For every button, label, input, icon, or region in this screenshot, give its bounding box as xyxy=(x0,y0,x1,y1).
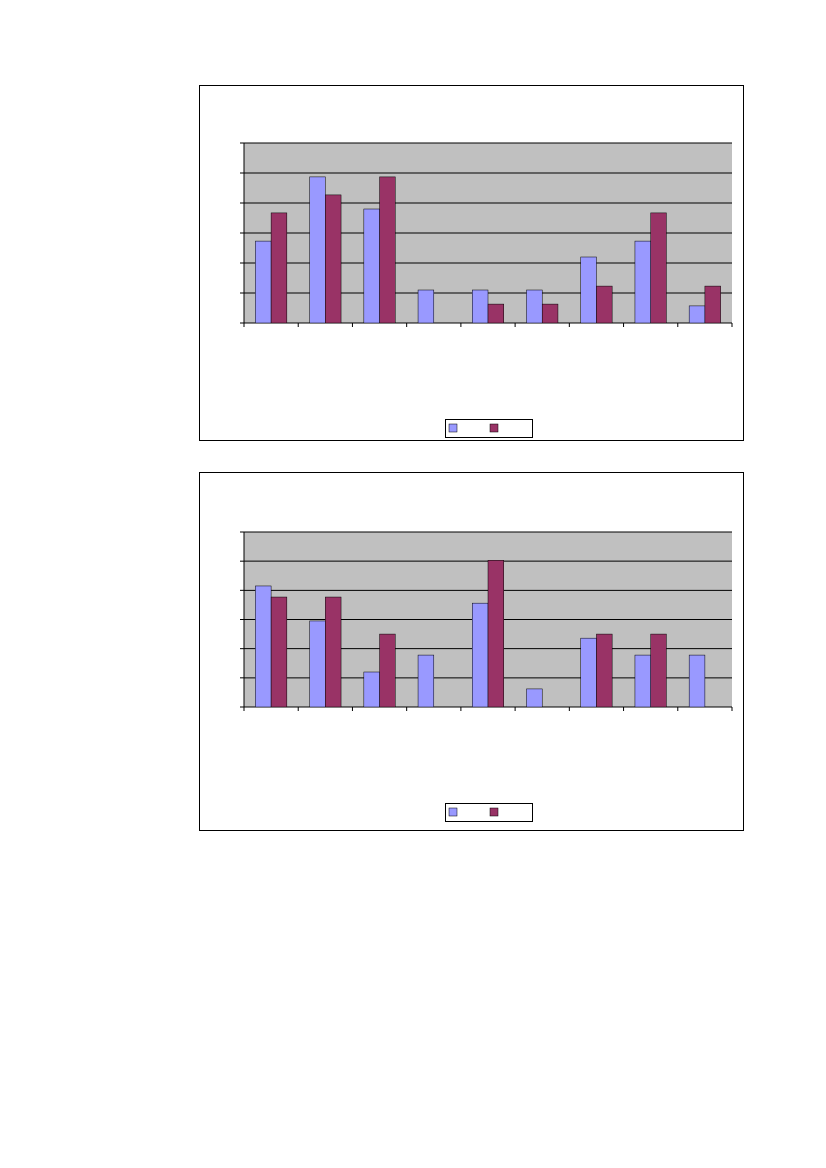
bar xyxy=(363,208,380,324)
bar xyxy=(379,176,396,324)
bar xyxy=(325,194,342,324)
bar xyxy=(487,560,504,708)
bar xyxy=(487,303,504,324)
legend-box xyxy=(445,803,533,822)
bar xyxy=(704,285,721,324)
legend-swatch xyxy=(448,807,458,817)
bar xyxy=(688,305,706,324)
bar xyxy=(309,176,326,324)
bar xyxy=(363,671,380,708)
bar xyxy=(255,240,272,324)
legend-swatch xyxy=(489,423,499,433)
bar xyxy=(596,285,613,324)
legend-box xyxy=(445,419,533,438)
bar xyxy=(526,688,543,708)
bar xyxy=(634,654,651,708)
bar xyxy=(309,620,326,708)
bar xyxy=(270,212,288,324)
bar xyxy=(472,289,489,324)
bar xyxy=(580,256,597,324)
bar xyxy=(688,654,706,708)
bar xyxy=(634,240,651,324)
bar xyxy=(596,633,613,708)
bar xyxy=(526,289,543,324)
bar xyxy=(325,596,342,708)
bar xyxy=(650,633,667,708)
bar xyxy=(379,633,396,708)
bar xyxy=(270,596,288,708)
legend-swatch xyxy=(489,807,499,817)
bar xyxy=(541,303,559,324)
bar xyxy=(580,637,597,708)
bar xyxy=(650,212,667,324)
bar xyxy=(417,289,435,324)
legend-swatch xyxy=(448,423,458,433)
bar xyxy=(472,602,489,708)
bar xyxy=(417,654,435,708)
bar xyxy=(255,585,272,708)
